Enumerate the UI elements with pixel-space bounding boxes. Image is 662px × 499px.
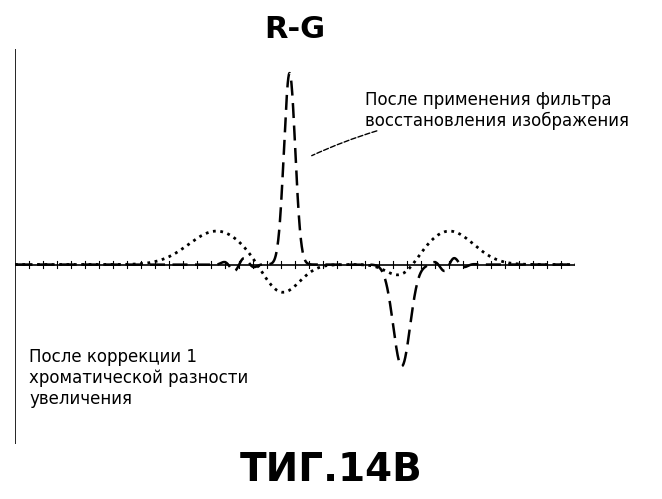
- Title: R-G: R-G: [265, 15, 326, 44]
- Text: После коррекции 1
хроматической разности
увеличения: После коррекции 1 хроматической разности…: [29, 348, 248, 408]
- Text: После применения фильтра
восстановления изображения: После применения фильтра восстановления …: [312, 91, 630, 156]
- Text: ΤИГ.14B: ΤИГ.14B: [240, 451, 422, 489]
